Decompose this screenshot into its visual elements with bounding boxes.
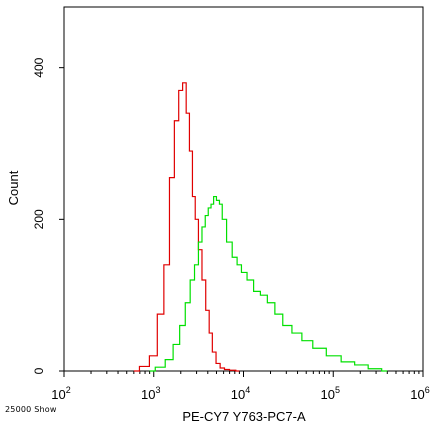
y-axis-ticks: 0 200 400	[32, 57, 64, 374]
y-tick-label: 400	[32, 57, 46, 77]
y-tick-label: 0	[32, 367, 46, 374]
x-tick-label: 102	[51, 385, 70, 402]
series-layer	[133, 82, 388, 372]
x-tick-label: 103	[141, 385, 160, 402]
y-tick-label: 200	[32, 209, 46, 229]
histogram-series	[133, 82, 240, 372]
x-tick-label: 105	[321, 385, 340, 402]
x-axis-ticks: 102 103 104 105 106	[51, 371, 430, 402]
y-axis-title: Count	[6, 170, 21, 205]
histogram-series	[149, 195, 388, 372]
footer-note: 25000 Show	[5, 405, 57, 414]
x-axis-title: PE-CY7 Y763-PC7-A	[182, 409, 306, 424]
x-tick-label: 104	[231, 385, 250, 402]
plot-frame	[63, 6, 424, 372]
x-tick-label: 106	[410, 385, 429, 402]
